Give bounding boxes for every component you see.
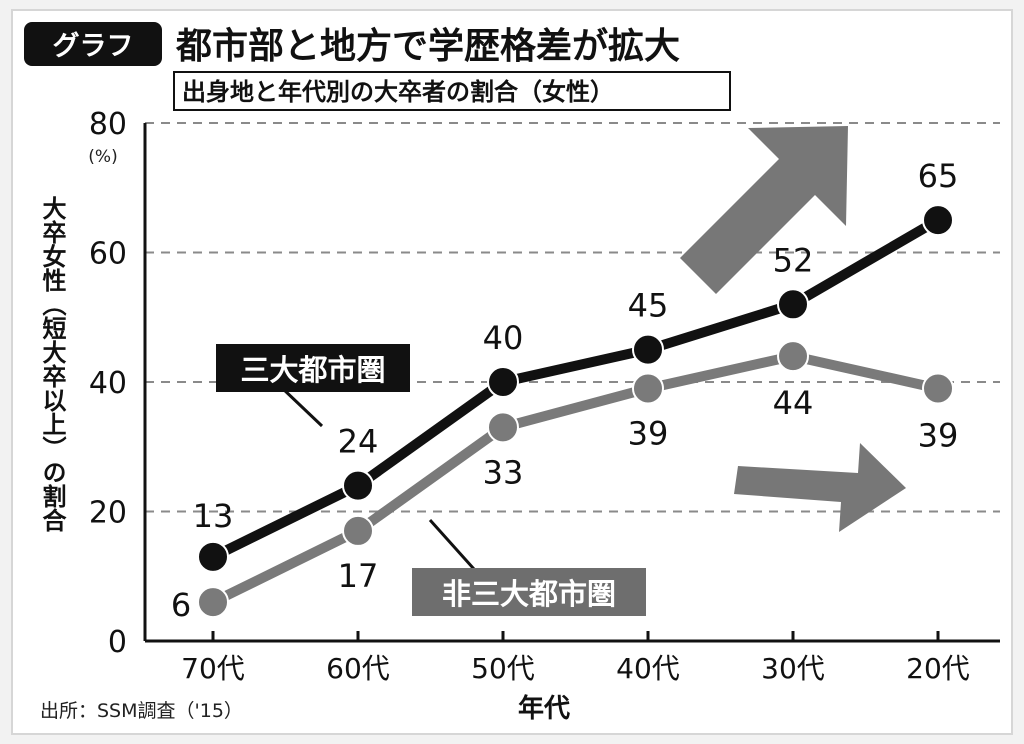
y-tick-label: 60 [89, 237, 127, 272]
falling-trend-arrow-icon [734, 443, 906, 532]
x-tick-label: 50代 [471, 652, 535, 685]
data-point-metro [632, 333, 664, 366]
data-point-metro [922, 204, 954, 237]
y-tick-label: 20 [89, 496, 127, 531]
x-tick-label: 30代 [761, 652, 825, 685]
x-tick-label: 20代 [906, 652, 970, 685]
series-label-metro: 三大都市圏 [240, 353, 385, 387]
y-unit-label: (%) [88, 147, 117, 167]
data-label-nonmetro: 6 [171, 586, 191, 624]
data-label-nonmetro: 39 [918, 416, 959, 454]
source-note: 出所：SSM調査（'15） [40, 700, 243, 722]
label-box-nonmetro [412, 568, 646, 616]
x-tick-label: 70代 [181, 652, 245, 685]
leader-line-metro [279, 385, 324, 428]
y-tick-label: 80 [89, 107, 127, 142]
data-label-nonmetro: 17 [338, 557, 379, 595]
y-axis-label: 大卒女性（短大卒以上）の割合 [38, 196, 66, 532]
data-label-metro: 45 [628, 287, 669, 325]
data-point-metro [342, 469, 374, 502]
data-point-metro [777, 288, 809, 321]
series-label-nonmetro: 非三大都市圏 [442, 577, 616, 611]
y-tick-label: 40 [89, 366, 127, 401]
x-axis-title: 年代 [518, 693, 570, 724]
data-label-metro: 52 [773, 241, 814, 279]
title-badge-text: グラフ [53, 30, 134, 62]
title-badge [24, 22, 162, 66]
data-point-nonmetro [342, 514, 374, 547]
data-point-nonmetro [777, 340, 809, 373]
rising-trend-arrow-icon [680, 126, 848, 294]
data-point-nonmetro [197, 586, 229, 619]
data-point-metro [197, 540, 229, 573]
data-label-metro: 24 [338, 423, 379, 461]
series-line-metro [210, 215, 941, 562]
data-label-metro: 13 [193, 497, 234, 535]
data-point-nonmetro [487, 411, 519, 444]
data-point-nonmetro [922, 372, 954, 405]
data-label-nonmetro: 44 [773, 384, 814, 422]
y-tick-label: 0 [108, 625, 127, 660]
data-label-metro: 65 [918, 157, 959, 195]
chart-subtitle: 出身地と年代別の大卒者の割合（女性） [182, 78, 614, 106]
data-label-metro: 40 [483, 319, 524, 357]
data-label-nonmetro: 33 [483, 453, 524, 491]
chart-title: 都市部と地方で学歴格差が拡大 [175, 25, 680, 67]
series-line-nonmetro [210, 351, 940, 607]
subtitle-box [173, 71, 731, 111]
data-point-nonmetro [632, 372, 664, 405]
x-tick-label: 60代 [326, 652, 390, 685]
x-tick-label: 40代 [616, 652, 680, 685]
data-point-metro [487, 366, 519, 398]
label-box-metro [216, 344, 410, 392]
data-label-nonmetro: 39 [628, 414, 669, 452]
